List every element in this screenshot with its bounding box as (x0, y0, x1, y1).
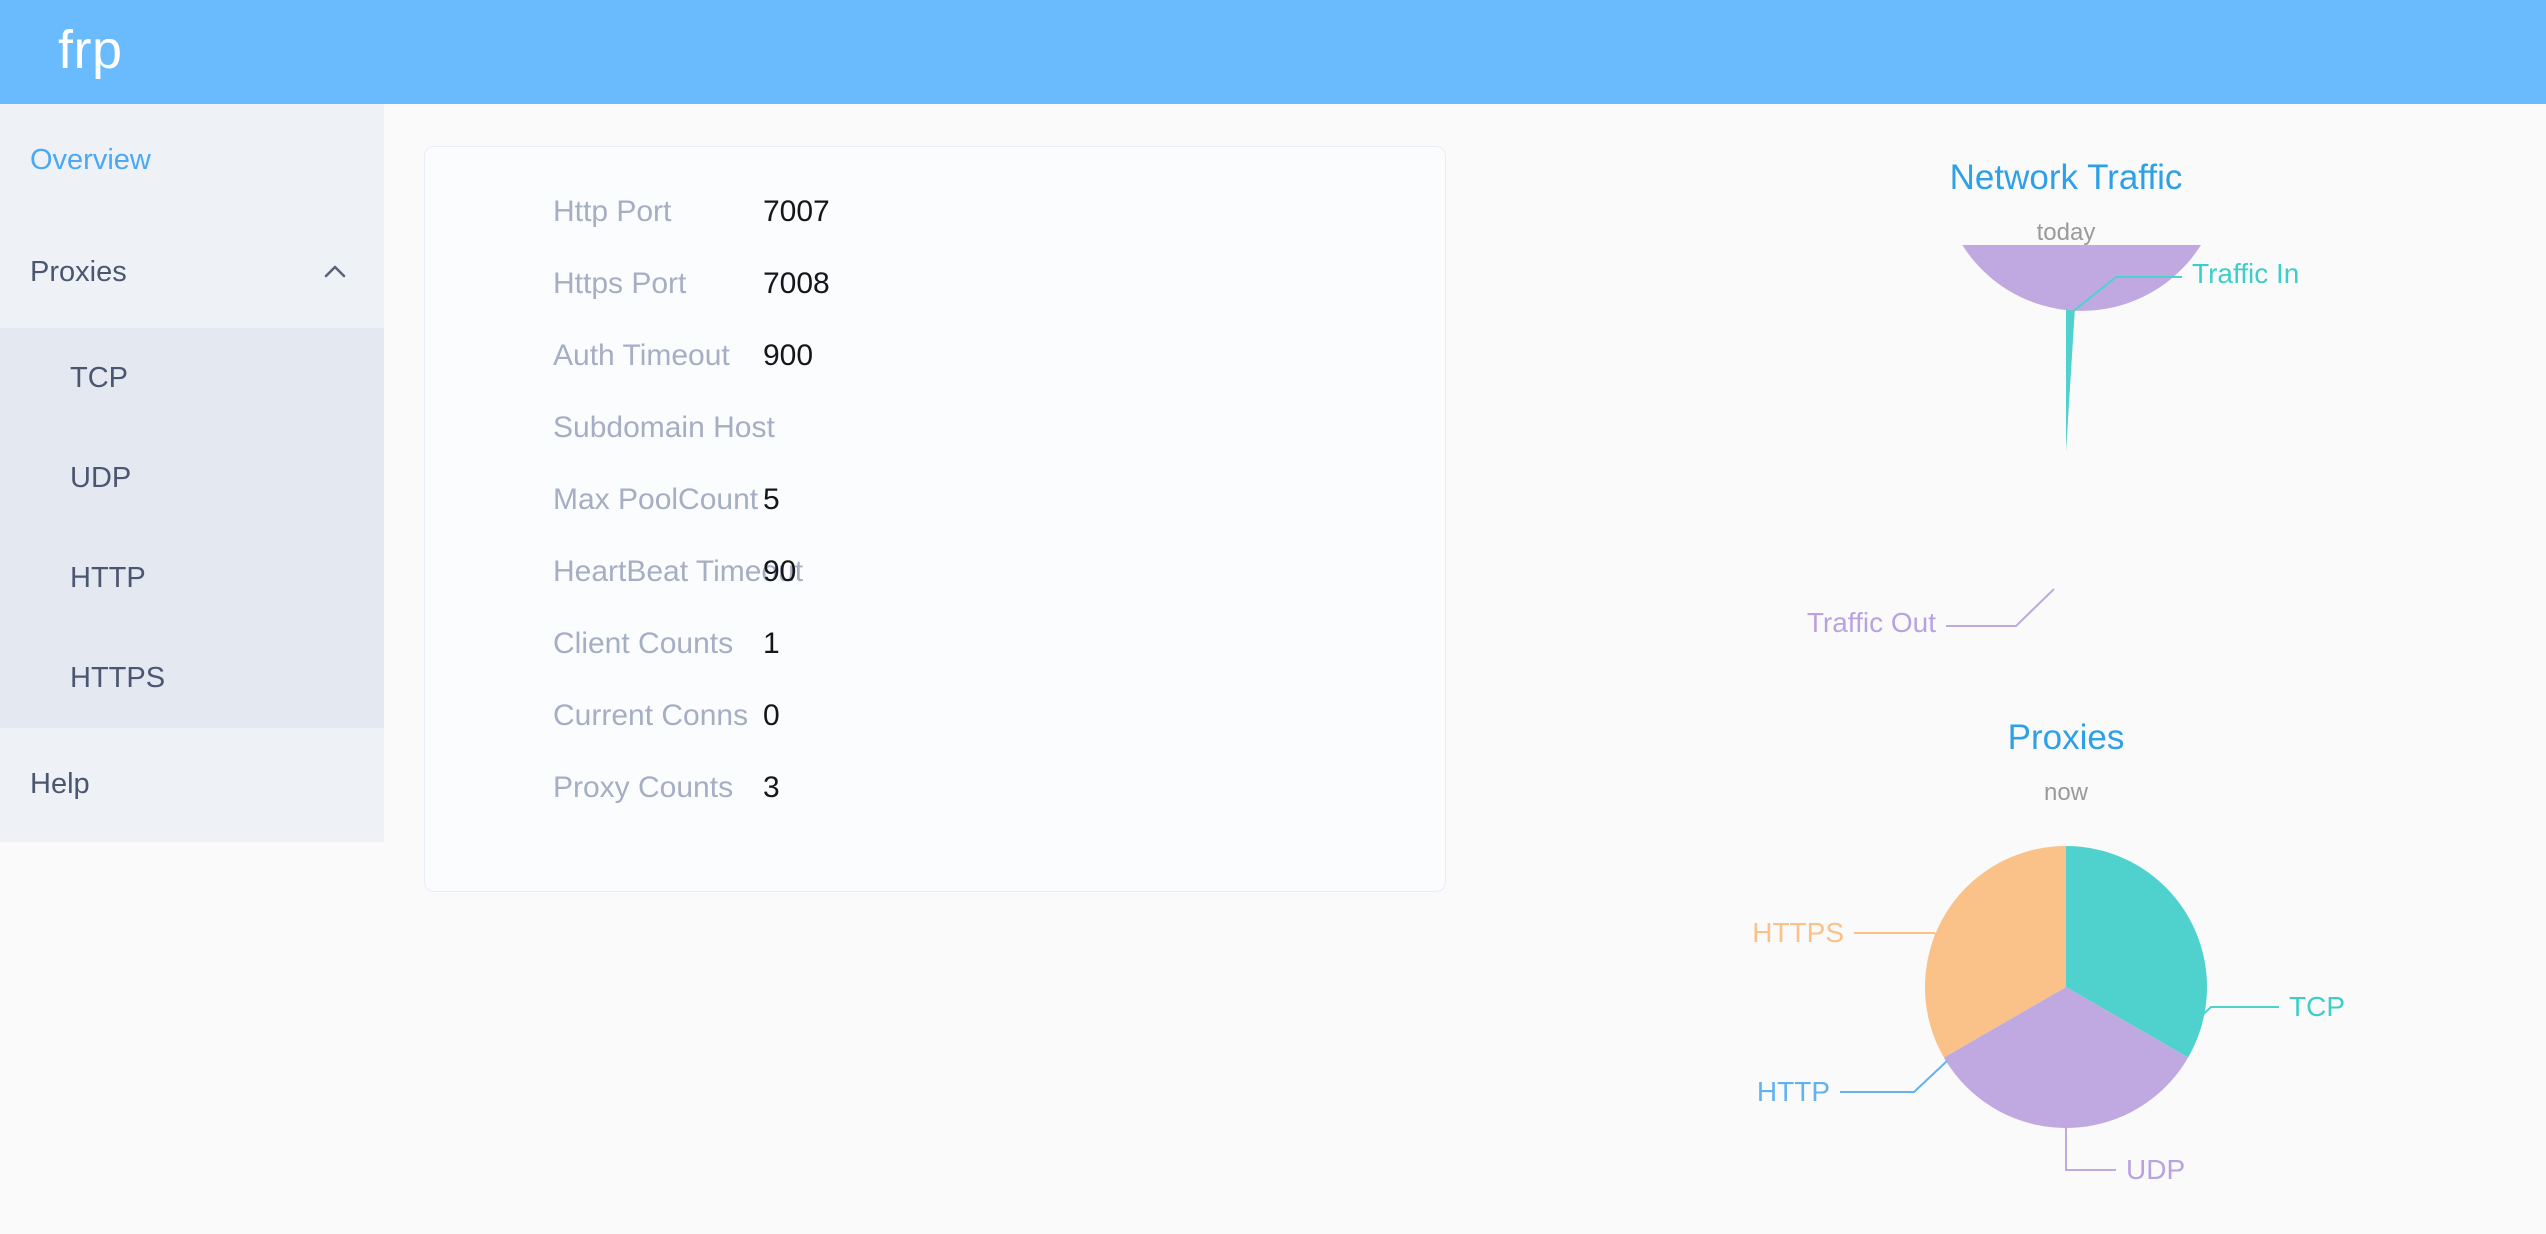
table-row: Max PoolCount 5 (425, 483, 1445, 555)
sidebar-item-overview[interactable]: Overview (0, 104, 384, 216)
row-value: 7008 (763, 267, 830, 300)
table-row: Client Counts 1 (425, 627, 1445, 699)
row-value: 7007 (763, 195, 830, 228)
pie-slice-traffic-out[interactable] (1941, 245, 2223, 451)
row-label: Proxy Counts (553, 771, 734, 804)
pie-label-traffic-out: Traffic Out (1806, 607, 1936, 638)
sidebar-item-label: TCP (70, 361, 128, 394)
sidebar-submenu-proxies: TCP UDP HTTP HTTPS (0, 328, 384, 728)
sidebar-item-udp[interactable]: UDP (0, 428, 384, 528)
pie-leader-udp (2065, 1128, 2116, 1171)
row-label: Subdomain Host (553, 411, 775, 444)
sidebar-item-help[interactable]: Help (0, 728, 384, 840)
chart-title: Network Traffic (1949, 158, 2183, 197)
pie-label-https: HTTPS (1752, 917, 1844, 948)
network-traffic-chart: Network Traffic today Traffic In Traffic… (1586, 140, 2546, 670)
sidebar-item-label: Overview (30, 143, 151, 176)
chart-title: Proxies (2007, 718, 2125, 757)
row-label: Auth Timeout (553, 339, 730, 372)
pie-slice-https[interactable] (1925, 846, 2066, 1058)
proxies-chart: Proxies now TCP UDP HTTP HTTPS (1586, 700, 2546, 1234)
table-row: HeartBeat Timeout 90 (425, 555, 1445, 627)
row-label: HeartBeat Timeout (553, 555, 804, 588)
row-value: 0 (763, 699, 780, 732)
pie-label-http: HTTP (1756, 1076, 1830, 1107)
row-value: 5 (763, 483, 780, 516)
sidebar-item-label: UDP (70, 461, 132, 494)
pie-slice-traffic-in[interactable] (2066, 310, 2075, 451)
table-row: Https Port 7008 (425, 267, 1445, 339)
table-row: Auth Timeout 900 (425, 339, 1445, 411)
pie-leader-traffic-out (1946, 588, 2055, 627)
row-value: 1 (763, 627, 780, 660)
pie-slice-udp[interactable] (1943, 987, 2189, 1128)
sidebar-item-label: Help (30, 767, 90, 800)
chart-subtitle: now (2043, 779, 2089, 806)
table-row: Current Conns 0 (425, 699, 1445, 771)
sidebar-item-label: Proxies (30, 255, 127, 288)
pie-label-udp: UDP (2126, 1154, 2186, 1185)
sidebar-item-proxies[interactable]: Proxies (0, 216, 384, 328)
pie-leader-traffic-in (2070, 276, 2182, 314)
row-label: Client Counts (553, 627, 734, 660)
pie-leader-tcp (2179, 1006, 2279, 1037)
row-label: Https Port (553, 267, 687, 300)
chart-subtitle: today (2036, 219, 2096, 246)
server-info-card: Http Port 7007 Https Port 7008 Auth Time… (424, 146, 1446, 892)
pie-leader-http (1840, 1060, 1948, 1093)
row-label: Max PoolCount (553, 483, 759, 516)
sidebar-item-https[interactable]: HTTPS (0, 628, 384, 728)
table-row: Http Port 7007 (425, 195, 1445, 267)
row-label: Current Conns (553, 699, 749, 732)
row-value: 3 (763, 771, 780, 804)
app-header: frp (0, 0, 2546, 104)
sidebar-item-label: HTTP (70, 561, 146, 594)
row-label: Http Port (553, 195, 672, 228)
table-row: Proxy Counts 3 (425, 771, 1445, 843)
table-row: Subdomain Host (425, 411, 1445, 483)
row-value: 90 (763, 555, 797, 588)
pie-label-traffic-in: Traffic In (2192, 258, 2300, 289)
server-info-table: Http Port 7007 Https Port 7008 Auth Time… (425, 147, 1445, 843)
proxies-pie[interactable] (1586, 805, 2546, 1225)
pie-area: TCP UDP HTTP HTTPS (1586, 805, 2546, 1225)
app-brand: frp (58, 20, 123, 80)
sidebar-item-label: HTTPS (70, 661, 166, 694)
pie-leader-https (1854, 932, 1971, 966)
pie-label-tcp: TCP (2289, 991, 2345, 1022)
pie-area: Traffic In Traffic Out (1586, 245, 2546, 665)
sidebar-item-tcp[interactable]: TCP (0, 328, 384, 428)
sidebar-item-http[interactable]: HTTP (0, 528, 384, 628)
chevron-up-icon[interactable] (318, 255, 352, 289)
network-traffic-pie[interactable] (1586, 245, 2546, 665)
row-value: 900 (763, 339, 814, 372)
sidebar: Overview Proxies TCP UDP HTTP HTTPS Help (0, 104, 384, 842)
pie-slice-tcp[interactable] (2066, 846, 2207, 1058)
